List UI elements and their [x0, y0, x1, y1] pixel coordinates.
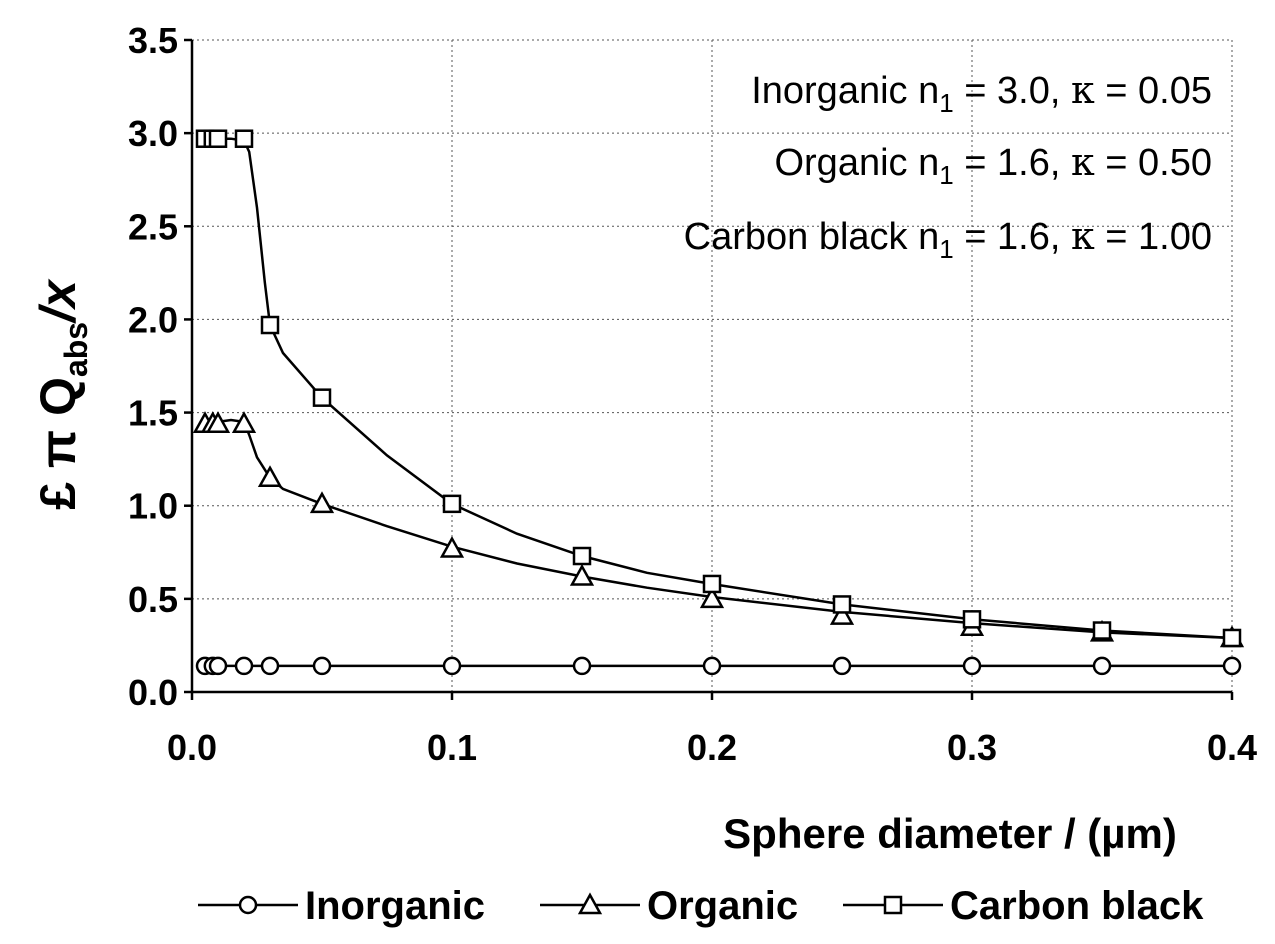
y-tick-labels: 0.0 0.5 1.0 1.5 2.0 2.5 3.0 3.5 [128, 20, 178, 713]
annotation-inorganic-n: n [918, 70, 939, 112]
legend-label-inorganic: Inorganic [305, 884, 485, 928]
point-inorganic [312, 656, 332, 676]
point-organic [309, 491, 335, 514]
point-inorganic [572, 656, 592, 676]
annotation-carbon-black: Carbon black n1 = 1.6, κ = 1.00 [684, 214, 1212, 264]
point-organic [439, 535, 465, 558]
point-carbon-black [702, 574, 722, 594]
annotation-organic-kappa-value: 0.50 [1138, 142, 1212, 184]
point-inorganic [832, 656, 852, 676]
annotation-organic-n-value: 1.6 [997, 142, 1050, 184]
x-tick-label: 0.0 [167, 727, 217, 768]
kappa-symbol: κ [1071, 140, 1095, 184]
x-tick-label: 0.1 [427, 727, 477, 768]
annotation-inorganic: Inorganic n1 = 3.0, κ = 0.05 [751, 68, 1212, 118]
annotation-carbon-black-kappa-value: 1.00 [1138, 216, 1212, 258]
point-inorganic [208, 656, 228, 676]
annotation-organic-n-sub: 1 [939, 160, 953, 190]
point-inorganic [234, 656, 254, 676]
point-carbon-black [832, 595, 852, 614]
annotation-inorganic-n-value: 3.0 [997, 70, 1050, 112]
annotation-block: Inorganic n1 = 3.0, κ = 0.05 Organic n1 … [684, 68, 1212, 264]
y-axis-title-suffix: /x [30, 278, 86, 324]
annotation-organic-n: n [918, 142, 939, 184]
annotation-carbon-black-n: n [918, 216, 939, 258]
annotation-organic-name: Organic [774, 142, 907, 184]
point-organic [829, 603, 855, 625]
series-markers [192, 129, 1245, 676]
point-inorganic [1092, 656, 1112, 676]
point-organic [569, 563, 595, 586]
kappa-symbol: κ [1071, 214, 1095, 258]
point-carbon-black [234, 129, 254, 148]
y-tick-label: 3.0 [128, 113, 178, 154]
annotation-inorganic-name: Inorganic [751, 70, 907, 112]
legend-item-organic: Organic [540, 884, 798, 928]
point-carbon-black [260, 315, 280, 335]
point-organic [257, 465, 283, 488]
legend-marker-square [883, 895, 903, 915]
point-inorganic [962, 656, 982, 676]
legend-label-carbon-black: Carbon black [950, 884, 1204, 928]
gridlines [192, 39, 1233, 692]
point-carbon-black [572, 546, 592, 566]
annotation-inorganic-kappa-value: 0.05 [1138, 70, 1212, 112]
legend-marker-circle [238, 895, 258, 915]
point-organic [231, 411, 257, 433]
y-tick-label: 0.5 [128, 579, 178, 620]
point-carbon-black [1222, 628, 1242, 648]
annotation-carbon-black-n-value: 1.6 [997, 216, 1050, 258]
legend-label-organic: Organic [647, 884, 798, 928]
point-carbon-black [962, 610, 982, 629]
point-inorganic [442, 656, 462, 676]
point-inorganic [702, 656, 722, 676]
y-tick-label: 2.0 [128, 299, 178, 340]
point-organic [205, 411, 231, 433]
point-carbon-black [442, 494, 462, 514]
y-tick-label: 1.0 [128, 486, 178, 527]
legend-marker-triangle [577, 892, 603, 915]
point-organic [699, 586, 725, 609]
annotation-organic: Organic n1 = 1.6, κ = 0.50 [774, 140, 1212, 190]
x-axis-title: Sphere diameter / (µm) [723, 810, 1177, 857]
annotation-carbon-black-n-sub: 1 [939, 234, 953, 264]
x-tick-labels: 0.0 0.1 0.2 0.3 0.4 [167, 727, 1257, 768]
y-axis-title: £ π Qabs/x [30, 278, 94, 510]
point-carbon-black [208, 129, 228, 148]
point-carbon-black [1092, 621, 1112, 640]
x-tick-label: 0.3 [947, 727, 997, 768]
legend-item-carbon-black: Carbon black [843, 884, 1204, 928]
annotation-inorganic-n-sub: 1 [939, 88, 953, 118]
legend: Inorganic Organic Carbon black [198, 884, 1204, 928]
x-tick-label: 0.4 [1207, 727, 1257, 768]
legend-item-inorganic: Inorganic [198, 884, 485, 928]
annotation-carbon-black-name: Carbon black [684, 216, 909, 258]
y-axis-title-main: £ π Q [30, 377, 86, 510]
kappa-symbol: κ [1071, 68, 1095, 112]
point-inorganic [260, 656, 280, 676]
axes [184, 38, 1234, 700]
x-tick-label: 0.2 [687, 727, 737, 768]
y-axis-title-sub: abs [58, 322, 94, 377]
y-tick-label: 1.5 [128, 393, 178, 434]
point-inorganic [1222, 656, 1242, 676]
y-tick-label: 0.0 [128, 672, 178, 713]
y-tick-label: 2.5 [128, 206, 178, 247]
y-tick-label: 3.5 [128, 20, 178, 61]
point-carbon-black [312, 388, 332, 407]
